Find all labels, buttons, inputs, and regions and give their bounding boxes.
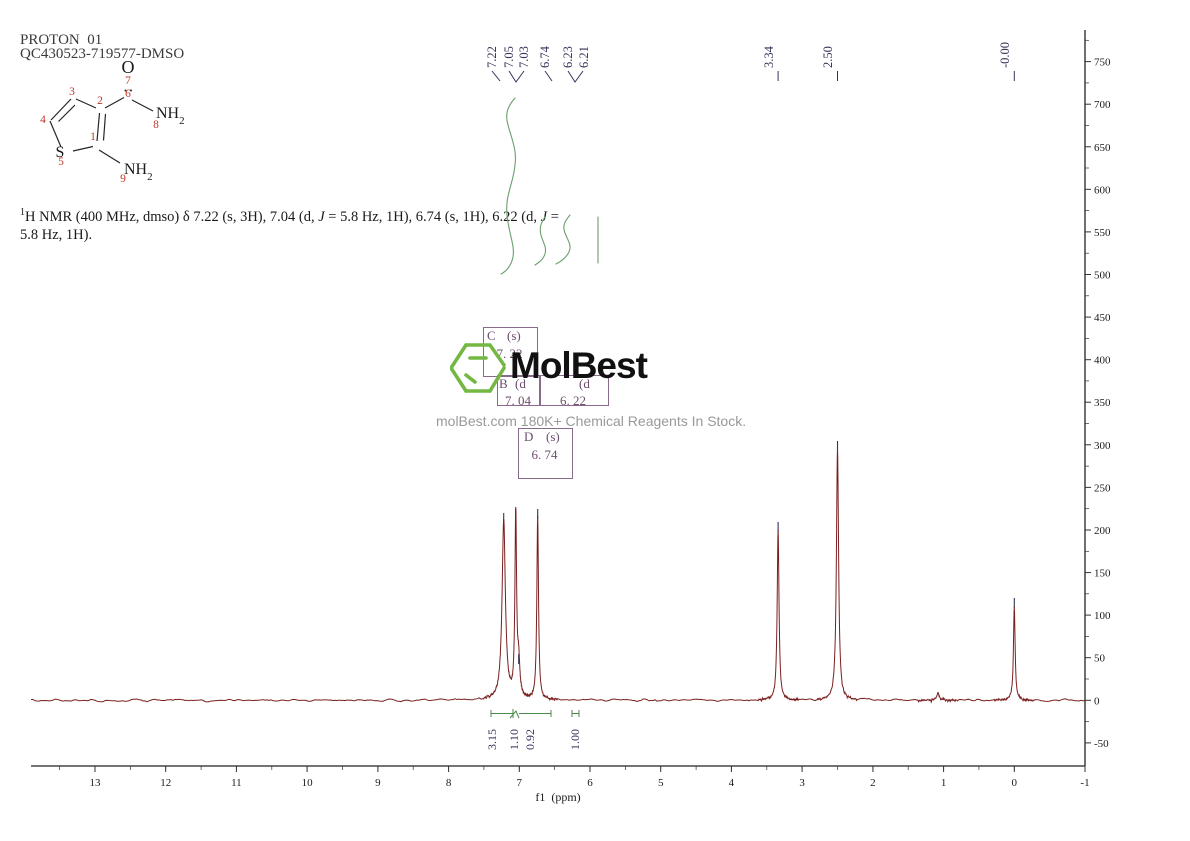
svg-text:1.00: 1.00	[568, 729, 582, 750]
svg-text:3.34: 3.34	[762, 45, 776, 68]
svg-text:1: 1	[941, 777, 947, 789]
svg-text:12: 12	[160, 777, 171, 789]
svg-text:200: 200	[1094, 525, 1111, 537]
svg-text:2: 2	[870, 777, 876, 789]
svg-text:11: 11	[231, 777, 242, 789]
svg-text:13: 13	[90, 777, 102, 789]
svg-text:350: 350	[1094, 397, 1111, 409]
svg-text:700: 700	[1094, 99, 1111, 111]
svg-text:400: 400	[1094, 355, 1111, 367]
svg-text:-50: -50	[1094, 738, 1109, 750]
svg-text:250: 250	[1094, 482, 1111, 494]
svg-text:7: 7	[517, 777, 523, 789]
svg-text:3.15: 3.15	[485, 729, 499, 750]
svg-text:2.50: 2.50	[821, 46, 835, 68]
svg-text:-0.00: -0.00	[998, 42, 1012, 68]
svg-text:650: 650	[1094, 142, 1111, 154]
svg-text:0: 0	[1012, 777, 1018, 789]
svg-text:300: 300	[1094, 440, 1111, 452]
svg-text:7.05: 7.05	[502, 46, 516, 68]
svg-text:100: 100	[1094, 610, 1111, 622]
svg-text:3: 3	[799, 777, 805, 789]
svg-text:7.22: 7.22	[485, 46, 499, 68]
svg-text:9: 9	[375, 777, 381, 789]
svg-text:450: 450	[1094, 312, 1111, 324]
svg-text:0.92: 0.92	[523, 729, 537, 750]
svg-text:500: 500	[1094, 270, 1111, 282]
svg-text:5: 5	[658, 777, 664, 789]
svg-text:8: 8	[446, 777, 452, 789]
svg-text:750: 750	[1094, 57, 1111, 69]
svg-text:6.23: 6.23	[561, 46, 575, 68]
svg-text:50: 50	[1094, 653, 1106, 665]
svg-text:10: 10	[302, 777, 314, 789]
svg-text:1.10: 1.10	[507, 729, 521, 750]
svg-text:6.21: 6.21	[577, 46, 591, 68]
svg-text:150: 150	[1094, 568, 1111, 580]
svg-text:600: 600	[1094, 184, 1111, 196]
svg-text:7.03: 7.03	[517, 46, 531, 68]
svg-text:550: 550	[1094, 227, 1111, 239]
svg-text:6: 6	[587, 777, 593, 789]
svg-text:f1 (ppm): f1 (ppm)	[535, 790, 580, 804]
svg-text:6.74: 6.74	[538, 45, 552, 68]
svg-text:0: 0	[1094, 695, 1100, 707]
svg-text:-1: -1	[1080, 777, 1089, 789]
svg-text:4: 4	[729, 777, 735, 789]
